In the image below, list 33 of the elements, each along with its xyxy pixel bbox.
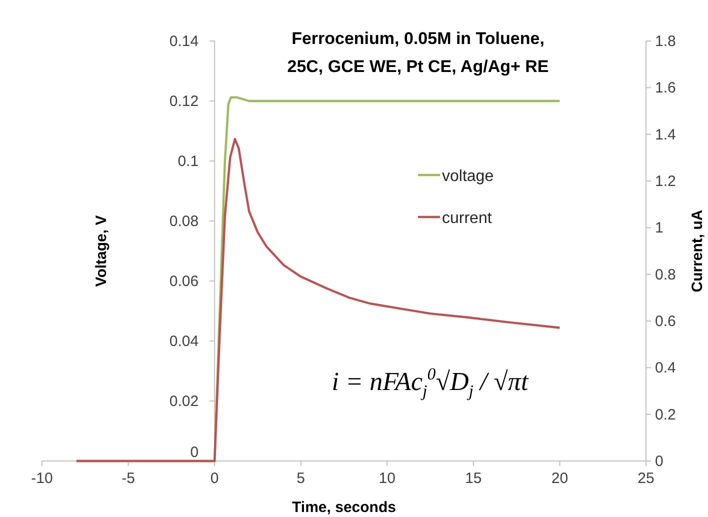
y2-tick-label: 0.4 — [655, 360, 676, 377]
y2-axis-title: Current, uA — [689, 210, 706, 292]
y2-tick-label: 1.6 — [655, 80, 676, 97]
x-tick-label: 25 — [638, 470, 654, 487]
y2-tick-label: 0.2 — [655, 406, 676, 424]
y2-tick-label: 0 — [655, 453, 664, 470]
y2-tick-label: 1.2 — [655, 173, 676, 190]
y-tick-label: 0 — [190, 444, 199, 461]
y-tick-label: 0.14 — [169, 33, 199, 50]
x-tick-label: 15 — [465, 470, 482, 487]
x-tick-label: 20 — [551, 470, 568, 487]
annotation: i = nFAc$_{j}$$^{0}$√D$_{j}$ / √πt — [332, 364, 529, 400]
x-tick-label: -5 — [122, 470, 135, 487]
legend-label: voltage — [442, 168, 494, 185]
y-axis-title: Voltage, V — [93, 215, 110, 287]
y-tick-label: 0.1 — [178, 153, 199, 170]
y-tick-label: 0.08 — [169, 213, 199, 230]
chart-title: Ferrocenium, 0.05M in Toluene, 25C, GCE WE, Pt CE, Ag/Ag+ RE — [287, 29, 549, 76]
y2-tick-label: 1.8 — [655, 33, 676, 50]
y2-tick-label: 0.6 — [655, 313, 676, 330]
x-tick-label: 5 — [296, 470, 306, 487]
x-axis-title: Time, seconds — [292, 499, 396, 516]
y-tick-label: 0.02 — [169, 393, 199, 410]
y-tick-label: 0.06 — [169, 273, 199, 290]
x-tick-label: -10 — [31, 470, 53, 487]
y-tick-label: 0.12 — [169, 93, 199, 110]
y2-tick-label: 1 — [655, 220, 664, 237]
x-tick-label: 0 — [210, 470, 219, 487]
legend-label: current — [442, 210, 492, 227]
y-tick-label: 0.04 — [169, 333, 199, 350]
y2-tick-label: 0.8 — [655, 266, 676, 284]
y2-tick-label: 1.4 — [655, 126, 676, 144]
x-tick-label: 10 — [378, 470, 396, 487]
